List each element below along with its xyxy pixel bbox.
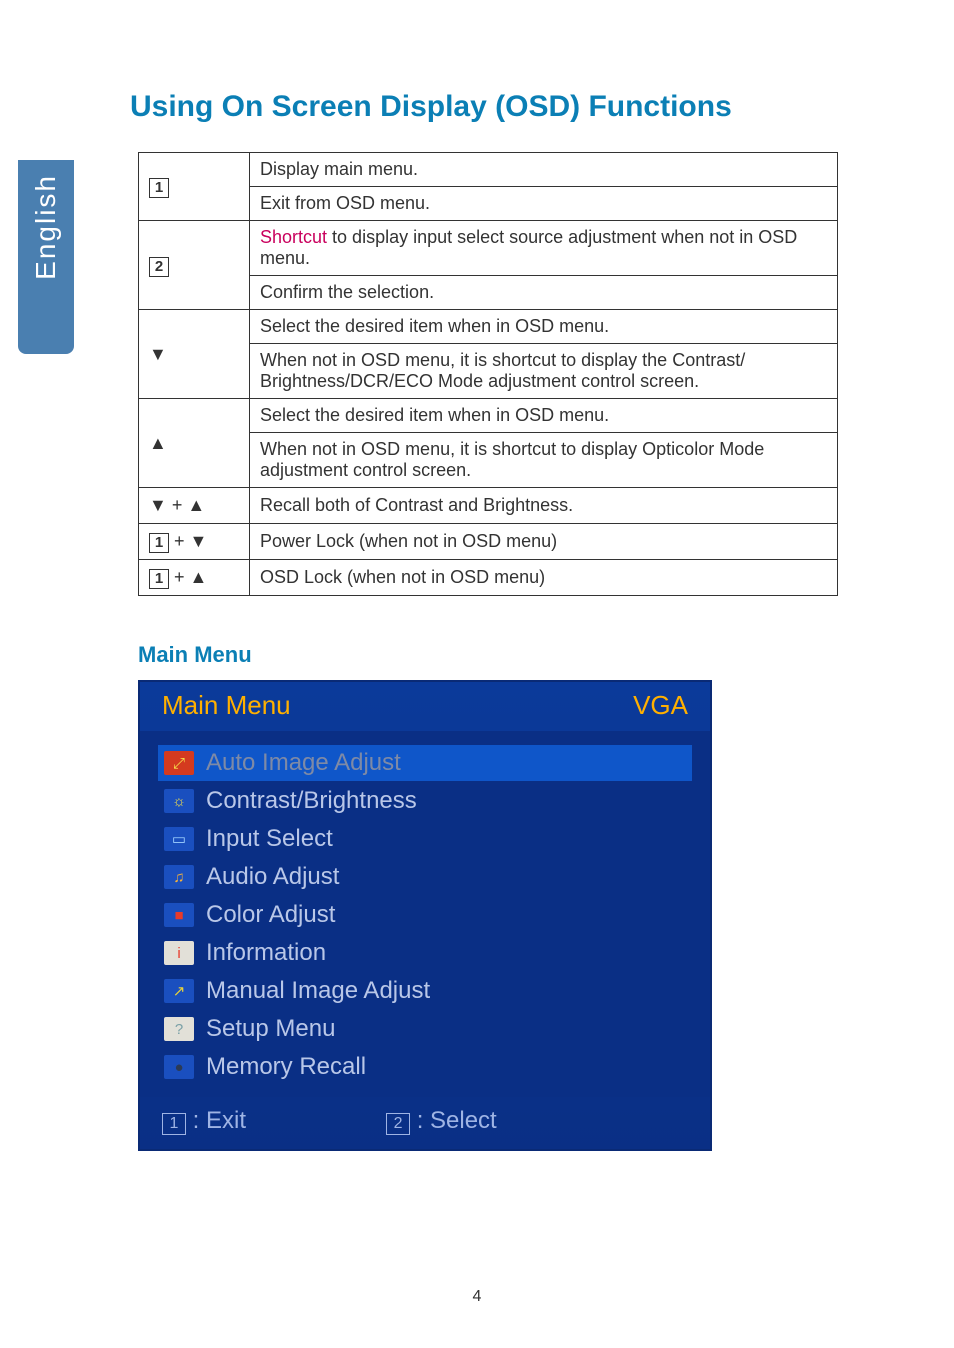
language-tab-label: English [30,174,62,280]
osd-main-menu-panel: Main Menu VGA ⤢ Auto Image Adjust ☼ Contras… [138,680,712,1151]
key-box-icon: 1 [149,178,169,198]
table-key-cell: 2 [139,221,250,310]
table-desc-cell: Recall both of Contrast and Brightness. [250,488,838,524]
table-key-cell: ▼ [139,310,250,399]
osd-functions-table: 1 Display main menu.Exit from OSD menu. 2 S… [138,152,838,596]
osd-header-title: Main Menu [162,690,291,721]
table-key-cell: 1 + ▼ [139,524,250,560]
osd-footer-select: 2 : Select [386,1107,497,1135]
table-desc-cell: Display main menu. [250,153,838,187]
osd-menu-item[interactable]: ♫ Audio Adjust [158,859,692,895]
table-key-cell: 1 [139,153,250,221]
table-desc-cell: Select the desired item when in OSD menu… [250,399,838,433]
osd-item-icon: ⤢ [164,751,194,775]
osd-menu-item[interactable]: ■ Color Adjust [158,897,692,933]
osd-item-icon: ● [164,1055,194,1079]
osd-footer: 1 : Exit 2 : Select [140,1097,710,1149]
key-symbol: ▲ [149,433,167,453]
osd-item-icon: ♫ [164,865,194,889]
table-desc-cell: Exit from OSD menu. [250,187,838,221]
table-key-cell: 1 + ▲ [139,560,250,596]
key-box-icon: 1 [149,569,169,589]
osd-menu-item[interactable]: ● Memory Recall [158,1049,692,1085]
osd-item-icon: ? [164,1017,194,1041]
osd-item-icon: ■ [164,903,194,927]
section-title: Main Menu [138,642,854,668]
osd-item-label: Memory Recall [206,1053,366,1081]
osd-menu-item[interactable]: ▭ Input Select [158,821,692,857]
osd-item-label: Color Adjust [206,901,335,929]
table-desc-cell: Power Lock (when not in OSD menu) [250,524,838,560]
table-key-cell: ▲ [139,399,250,488]
osd-menu-item[interactable]: ☼ Contrast/Brightness [158,783,692,819]
osd-item-icon: ☼ [164,789,194,813]
osd-header: Main Menu VGA [140,682,710,731]
table-key-cell: ▼ + ▲ [139,488,250,524]
osd-item-icon: ▭ [164,827,194,851]
key-box-icon: 2 [149,257,169,277]
osd-item-label: Contrast/Brightness [206,787,417,815]
table-desc-cell: Confirm the selection. [250,276,838,310]
osd-menu-item[interactable]: ⤢ Auto Image Adjust [158,745,692,781]
osd-item-label: Information [206,939,326,967]
table-desc-cell: When not in OSD menu, it is shortcut to … [250,433,838,488]
osd-item-label: Input Select [206,825,333,853]
osd-menu-item[interactable]: ↗ Manual Image Adjust [158,973,692,1009]
language-tab: English [18,160,74,354]
table-desc-cell: OSD Lock (when not in OSD menu) [250,560,838,596]
osd-footer-exit: 1 : Exit [162,1107,246,1135]
osd-item-label: Audio Adjust [206,863,339,891]
key-symbol: + ▼ [169,531,207,551]
key-box-icon: 1 [149,533,169,553]
osd-menu-item[interactable]: i Information [158,935,692,971]
table-desc-cell: When not in OSD menu, it is shortcut to … [250,344,838,399]
table-desc-cell: Shortcut to display input select source … [250,221,838,276]
osd-footer-select-num: 2 [386,1113,410,1135]
osd-footer-exit-label: : Exit [193,1107,246,1134]
page-number: 4 [0,1288,954,1306]
key-symbol: ▼ + ▲ [149,495,205,515]
table-desc-cell: Select the desired item when in OSD menu… [250,310,838,344]
osd-footer-exit-num: 1 [162,1113,186,1135]
key-symbol: ▼ [149,344,167,364]
osd-item-icon: i [164,941,194,965]
osd-menu-item[interactable]: ? Setup Menu [158,1011,692,1047]
osd-header-source: VGA [633,690,688,721]
osd-item-label: Auto Image Adjust [206,749,401,777]
osd-item-icon: ↗ [164,979,194,1003]
osd-item-label: Manual Image Adjust [206,977,430,1005]
page-title: Using On Screen Display (OSD) Functions [130,90,854,124]
osd-footer-select-label: : Select [417,1107,497,1134]
osd-menu-list: ⤢ Auto Image Adjust ☼ Contrast/Brightness ▭ I… [140,731,710,1097]
key-symbol: + ▲ [169,567,207,587]
osd-item-label: Setup Menu [206,1015,335,1043]
shortcut-label: Shortcut [260,227,327,247]
